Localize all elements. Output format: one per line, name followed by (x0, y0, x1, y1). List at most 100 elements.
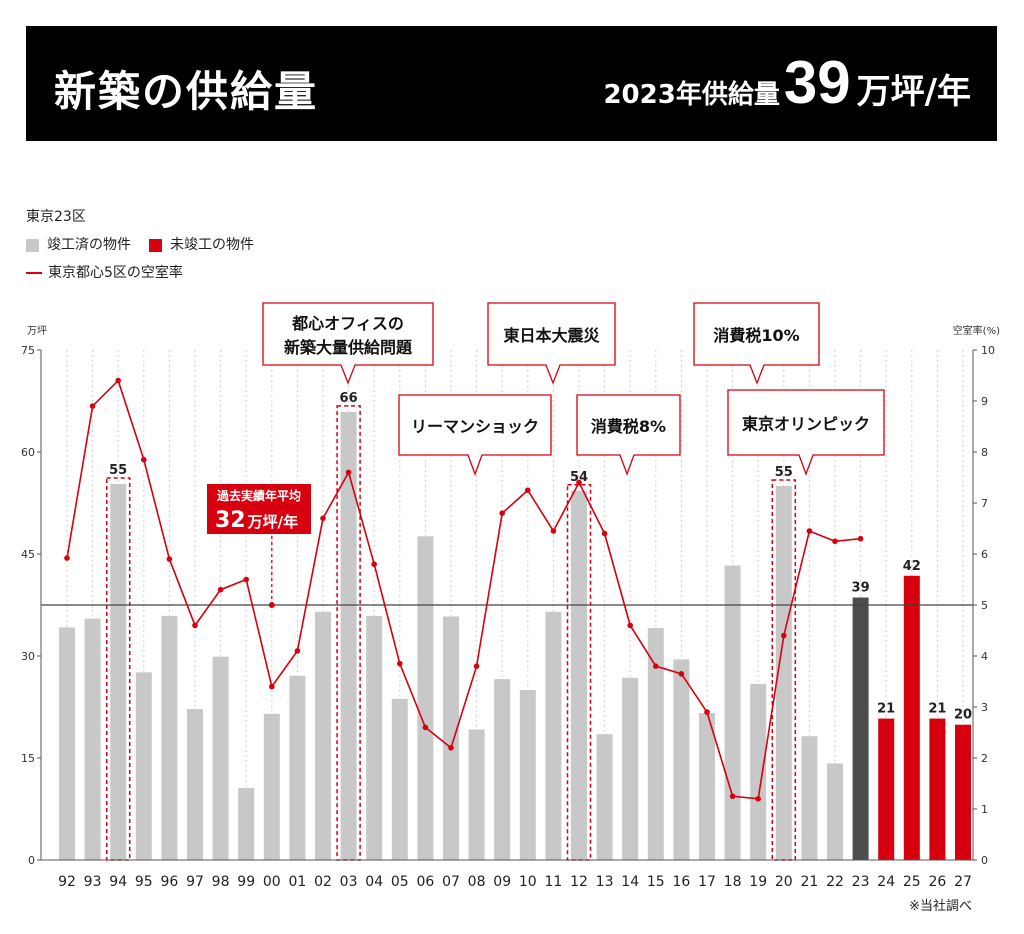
bar-25 (903, 575, 920, 860)
x-tick-label: 14 (621, 874, 639, 890)
bar-10 (519, 690, 536, 860)
vacancy-point (832, 538, 838, 545)
average-badge-value-text: 32 万坪/年 (215, 508, 298, 533)
bar-24 (878, 718, 895, 860)
vacancy-point (397, 660, 403, 667)
annotation-text-03: 新築大量供給問題 (284, 338, 413, 357)
bar-07 (443, 616, 459, 860)
bar-08 (468, 729, 485, 860)
bar-93 (84, 618, 101, 860)
legend-completed-swatch (26, 238, 39, 252)
bar-19 (750, 683, 767, 860)
x-tick-label: 06 (416, 874, 434, 890)
vacancy-point (448, 745, 454, 751)
x-tick-label: 11 (544, 874, 562, 890)
x-tick-label: 16 (672, 874, 690, 890)
vacancy-point (269, 683, 275, 690)
right-tick-label: 9 (981, 395, 988, 408)
right-tick-label: 10 (981, 344, 995, 357)
average-badge-value: 32 (215, 508, 246, 533)
vacancy-point (243, 576, 249, 583)
vacancy-point (729, 793, 736, 800)
x-tick-label: 20 (775, 874, 793, 890)
bar-label-25: 42 (903, 559, 921, 574)
bar-label-24: 21 (877, 702, 895, 717)
bar-99 (238, 787, 255, 860)
vacancy-point (294, 648, 301, 654)
vacancy-point (422, 724, 429, 731)
x-tick-label: 00 (263, 874, 281, 890)
right-tick-label: 4 (981, 650, 988, 663)
x-tick-label: 94 (109, 874, 127, 890)
bar-label-26: 21 (928, 702, 946, 717)
bar-98 (212, 656, 229, 860)
x-tick-label: 09 (493, 874, 511, 890)
vacancy-point (115, 377, 121, 384)
x-tick-label: 27 (954, 874, 972, 890)
right-tick-label: 3 (981, 701, 988, 714)
bar-13 (596, 734, 613, 860)
x-tick-label: 96 (160, 874, 178, 890)
x-tick-label: 10 (519, 874, 537, 890)
vacancy-point (192, 622, 198, 629)
average-badge (207, 484, 311, 534)
bar-23 (852, 597, 869, 860)
vacancy-point (525, 487, 531, 494)
legend-region: 東京23区 (26, 209, 86, 225)
vacancy-point (217, 586, 224, 593)
bar-04 (366, 615, 383, 860)
x-tick-label: 04 (365, 874, 383, 890)
left-tick-label: 75 (21, 344, 35, 357)
right-tick-label: 7 (981, 497, 988, 510)
average-marker-point (268, 602, 275, 608)
supply-value: 39 (783, 49, 851, 116)
x-tick-label: 02 (314, 874, 332, 890)
annotation-text-14: 消費税8% (591, 417, 666, 436)
x-tick-label: 07 (442, 874, 460, 890)
x-tick-label: 18 (724, 874, 742, 890)
x-tick-label: 21 (800, 874, 818, 890)
vacancy-point (653, 663, 659, 669)
annotation-box-19 (693, 302, 820, 385)
supply-unit: 万坪/年 (856, 72, 971, 112)
vacancy-point (499, 510, 506, 516)
x-tick-label: 17 (698, 874, 716, 890)
vacancy-point (576, 479, 582, 486)
bar-label-12: 54 (570, 470, 588, 485)
right-tick-label: 1 (981, 803, 988, 816)
bar-label-27: 20 (954, 708, 972, 723)
bar-06 (417, 536, 434, 860)
right-tick-label: 6 (981, 548, 988, 561)
average-badge-unit: 万坪/年 (247, 513, 298, 531)
vacancy-line (66, 379, 861, 800)
right-tick-label: 5 (981, 599, 988, 612)
legend-uncompleted-label: 未竣工の物件 (170, 237, 254, 253)
bar-15 (647, 628, 664, 860)
bar-label-23: 39 (852, 581, 870, 596)
annotation-text-03: 都心オフィスの (291, 314, 404, 333)
chart-legend: 東京23区 竣工済の物件 未竣工の物件 東京都心5区の空室率 (26, 206, 254, 290)
annotation-text-21: 東京オリンピック (742, 415, 870, 434)
legend-vacancy-label: 東京都心5区の空室率 (48, 265, 183, 281)
bar-14 (622, 677, 639, 860)
vacancy-point (627, 622, 633, 629)
left-tick-label: 30 (21, 650, 35, 663)
bar-12 (571, 490, 587, 860)
annotation-text-11: 東日本大震災 (503, 326, 600, 345)
vacancy-point (320, 515, 326, 522)
vacancy-point (141, 456, 147, 463)
x-tick-label: 24 (877, 874, 895, 890)
x-tick-label: 98 (212, 874, 230, 890)
bar-05 (391, 698, 408, 860)
left-axis-unit: 万坪 (27, 324, 47, 337)
bar-26 (929, 718, 946, 860)
vacancy-point (781, 632, 787, 639)
x-tick-label: 23 (852, 874, 870, 890)
bar-27 (955, 724, 971, 860)
right-axis-unit: 空室率(%) (953, 324, 1000, 337)
left-tick-label: 60 (21, 446, 35, 459)
vacancy-point (678, 671, 685, 677)
supply-prefix: 2023年供給量 (603, 80, 780, 110)
x-tick-label: 08 (468, 874, 486, 890)
